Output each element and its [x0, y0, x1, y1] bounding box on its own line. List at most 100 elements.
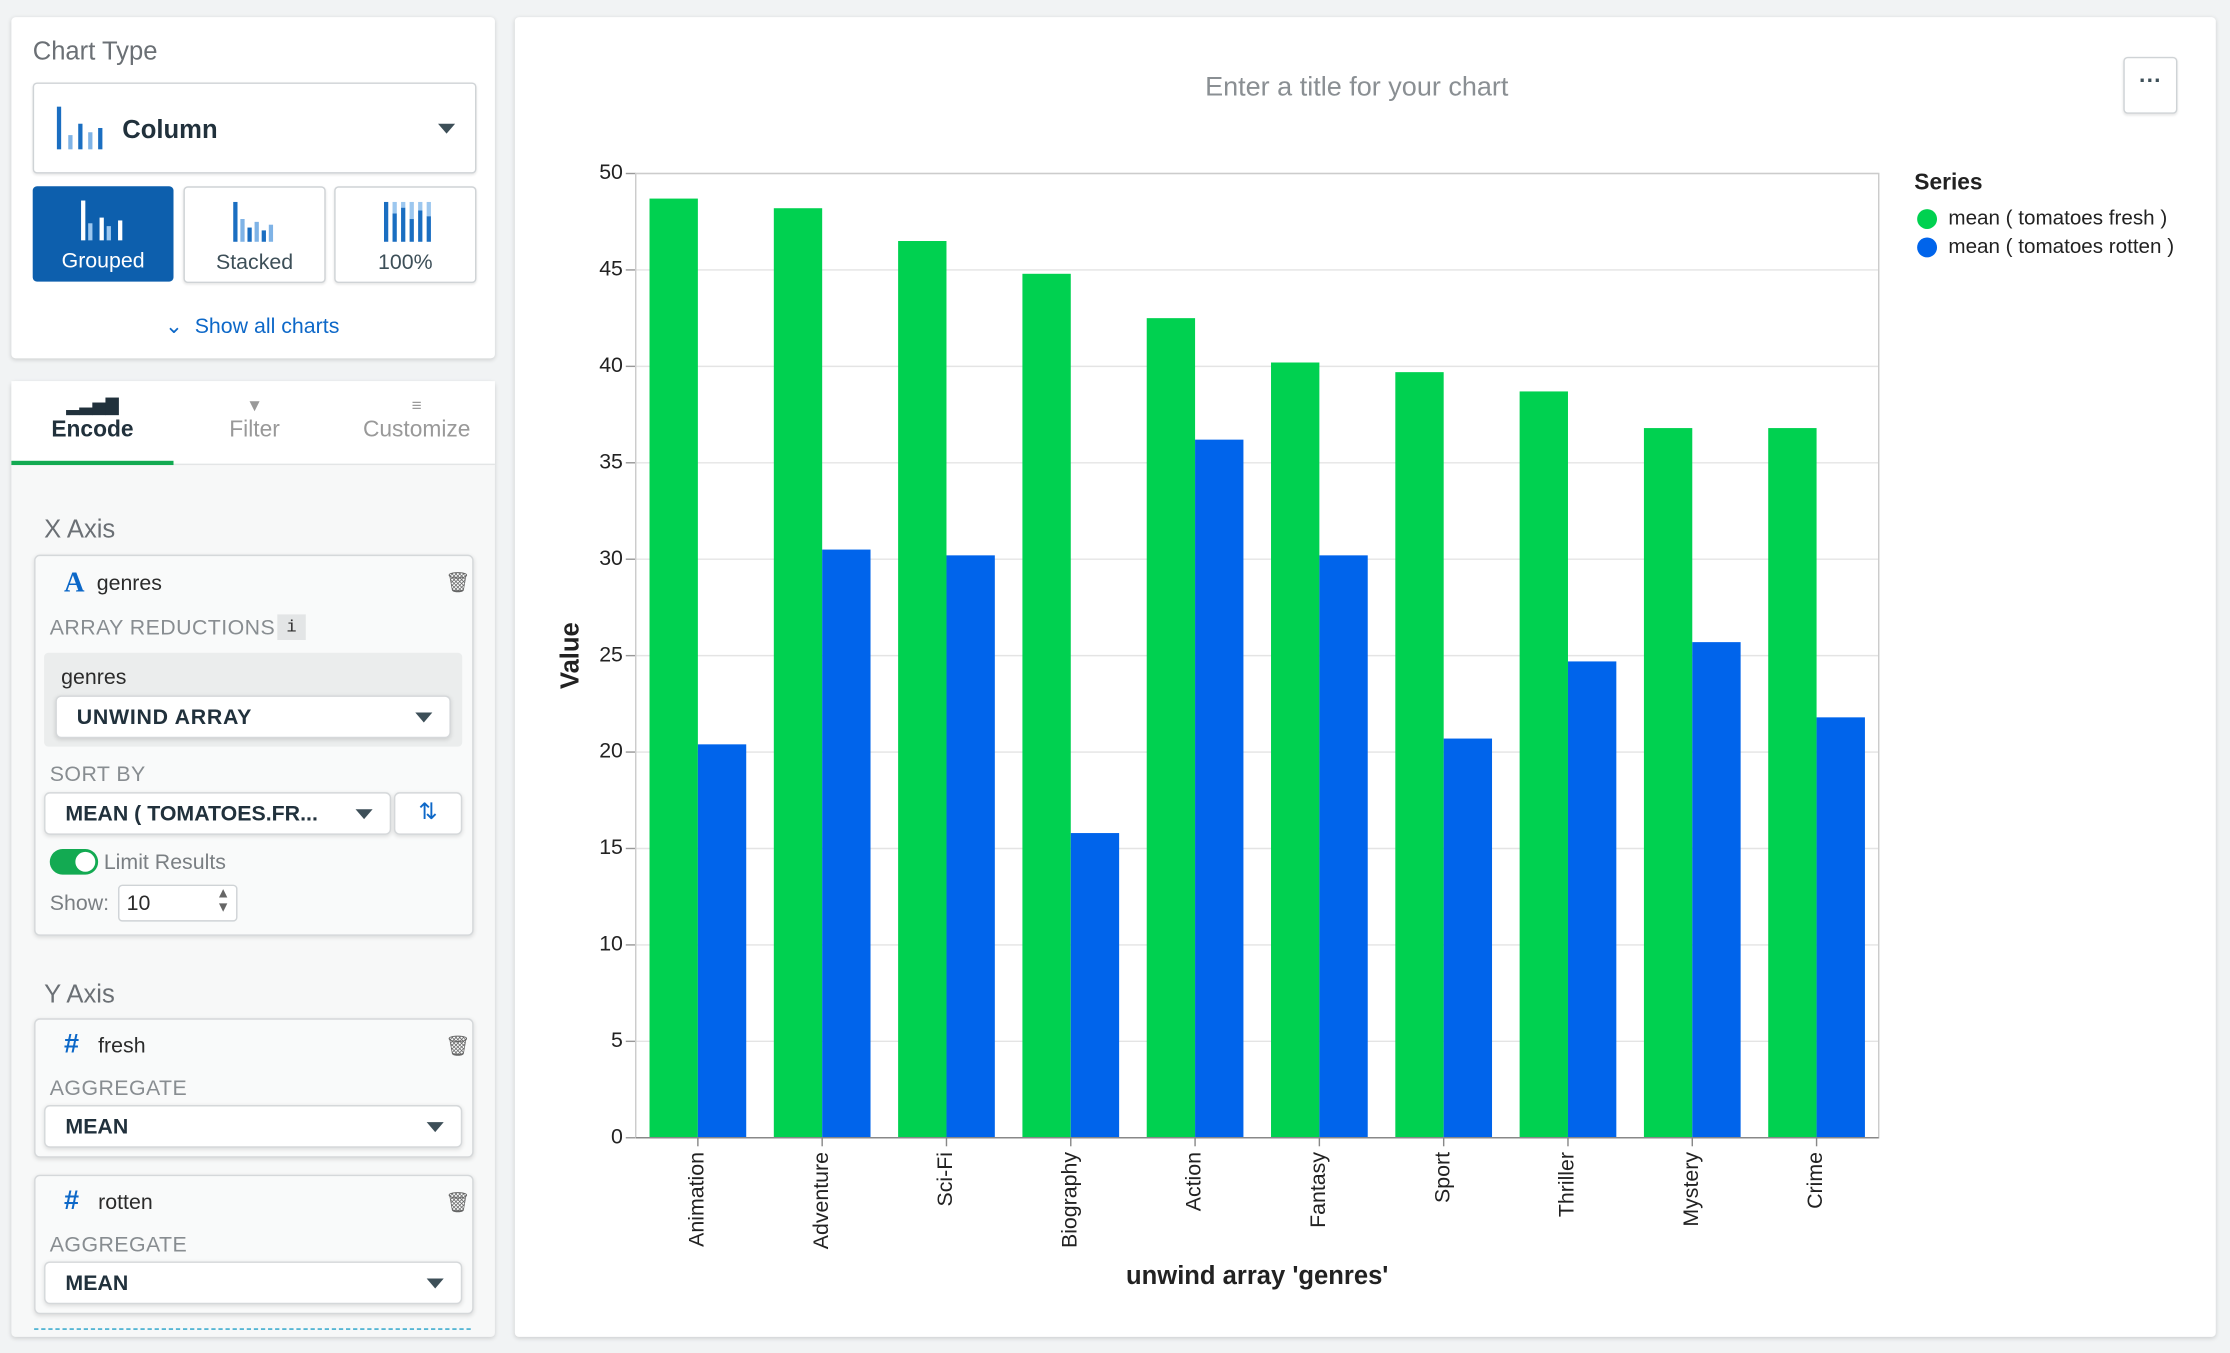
reduction-select[interactable]: UNWIND ARRAY	[55, 695, 451, 739]
label: Filter	[229, 418, 280, 443]
label: Encode	[51, 418, 134, 443]
bar	[1816, 717, 1865, 1138]
label: AGGREGATE	[49, 1233, 188, 1258]
sort-select[interactable]: MEAN ( TOMATOES.FR...	[44, 792, 392, 835]
variant-grouped[interactable]: Grouped	[32, 186, 174, 282]
bar	[1768, 428, 1817, 1138]
bar	[1271, 362, 1320, 1138]
bar	[1692, 642, 1741, 1138]
y-field-card: # rotten 🗑 AGGREGATE MEAN	[34, 1174, 474, 1315]
heading: X Axis	[44, 514, 116, 544]
legend-marker	[1917, 237, 1938, 258]
chart-type-panel: Chart Type Column Grouped Stacked 100% ⌄…	[11, 17, 495, 359]
label: Show all charts	[194, 314, 340, 339]
menu-button[interactable]: ···	[2123, 56, 2178, 114]
bar	[1070, 833, 1120, 1138]
x-tick-label: Fantasy	[1306, 1152, 1330, 1228]
y-axis-title: Value	[556, 622, 584, 689]
variant-100[interactable]: 100%	[334, 186, 477, 284]
label: Show:	[49, 891, 110, 916]
reduction-box: genres UNWIND ARRAY	[44, 652, 463, 747]
label: genres	[61, 665, 127, 690]
y-tick-label: 25	[599, 642, 623, 666]
legend-label: mean ( tomatoes rotten )	[1948, 235, 2174, 258]
x-tick-label: Adventure	[809, 1152, 833, 1249]
x-tick-label: Animation	[685, 1152, 709, 1247]
label: Grouped	[61, 248, 145, 274]
label: Limit Results	[103, 850, 226, 875]
y-tick-label: 30	[599, 546, 623, 570]
active-tab-indicator	[11, 460, 174, 466]
value: UNWIND ARRAY	[76, 705, 253, 730]
bar	[1195, 439, 1244, 1138]
bar	[773, 208, 823, 1138]
x-axis-title: unwind array 'genres'	[1126, 1262, 1388, 1290]
sort-order[interactable]: ⇅	[393, 792, 463, 835]
aggregate-select[interactable]: MEAN	[44, 1261, 463, 1305]
label: AGGREGATE	[49, 1076, 188, 1101]
y-tick-label: 10	[599, 932, 623, 956]
y-tick-label: 20	[599, 739, 623, 763]
x-tick-label: Biography	[1057, 1152, 1081, 1248]
x-tick-label: Thriller	[1555, 1152, 1579, 1217]
bar	[649, 198, 698, 1138]
y-tick-label: 35	[599, 449, 623, 473]
legend-marker	[1917, 209, 1938, 229]
field-name: fresh	[98, 1033, 146, 1059]
show-input[interactable]: 10 ▲ ▼	[118, 884, 238, 922]
bar	[1443, 738, 1493, 1138]
bar	[1519, 391, 1568, 1138]
bar	[1146, 318, 1196, 1138]
delete[interactable]: 🗑	[445, 1033, 471, 1057]
caret	[426, 1278, 444, 1289]
show-all-link[interactable]: ⌄ Show all charts	[164, 314, 340, 339]
x-field-card: A genres 🗑 ARRAY REDUCTIONS i genres UNW…	[34, 554, 474, 936]
limit-toggle[interactable]	[49, 849, 99, 875]
bar	[822, 549, 871, 1138]
icon	[233, 201, 274, 242]
x-tick-label: Sci-Fi	[933, 1152, 957, 1207]
legend-label: mean ( tomatoes fresh )	[1948, 206, 2167, 229]
delete[interactable]: 🗑	[445, 1190, 471, 1214]
y-tick-label: 5	[611, 1028, 623, 1052]
value: 10	[126, 891, 151, 916]
tab-encode[interactable]: ▂▃▅▇ Encode	[11, 395, 173, 443]
y-field-card: # fresh 🗑 AGGREGATE MEAN	[34, 1018, 474, 1158]
x-tick-label: Mystery	[1679, 1152, 1703, 1227]
tab-customize[interactable]: ≡ Customize	[336, 395, 498, 443]
variant-stacked[interactable]: Stacked	[183, 186, 326, 284]
value: MEAN	[65, 1271, 129, 1296]
heading: Chart Type	[32, 36, 158, 66]
bar	[1319, 555, 1368, 1138]
label: 100%	[378, 250, 433, 275]
caret	[415, 712, 433, 723]
tab-filter[interactable]: ▼ Filter	[174, 395, 336, 443]
selected: Column	[122, 115, 218, 144]
y-tick-label: 45	[599, 257, 623, 281]
aggregate-select[interactable]: MEAN	[44, 1105, 463, 1148]
bar	[946, 555, 995, 1138]
icon	[56, 106, 103, 150]
bar	[1567, 661, 1617, 1138]
caret	[438, 123, 456, 134]
caret	[355, 809, 373, 820]
label: ARRAY REDUCTIONS	[49, 615, 276, 640]
y-tick-label: 0	[611, 1124, 623, 1148]
y-tick-label: 15	[599, 835, 623, 859]
icon	[81, 200, 123, 241]
label: Stacked	[216, 250, 294, 275]
x-tick-label: Crime	[1803, 1152, 1827, 1209]
delete[interactable]: 🗑	[445, 570, 471, 594]
tab-bar	[11, 381, 495, 466]
field-name: genres	[96, 571, 162, 596]
bar	[1022, 273, 1071, 1138]
x-tick-label: Action	[1182, 1152, 1206, 1211]
info[interactable]: i	[277, 614, 306, 640]
field-name: rotten	[98, 1190, 153, 1215]
label: SORT BY	[49, 762, 146, 787]
chart-type-select[interactable]: Column	[32, 82, 477, 174]
bar	[1643, 428, 1693, 1138]
y-tick-label: 40	[599, 353, 623, 377]
